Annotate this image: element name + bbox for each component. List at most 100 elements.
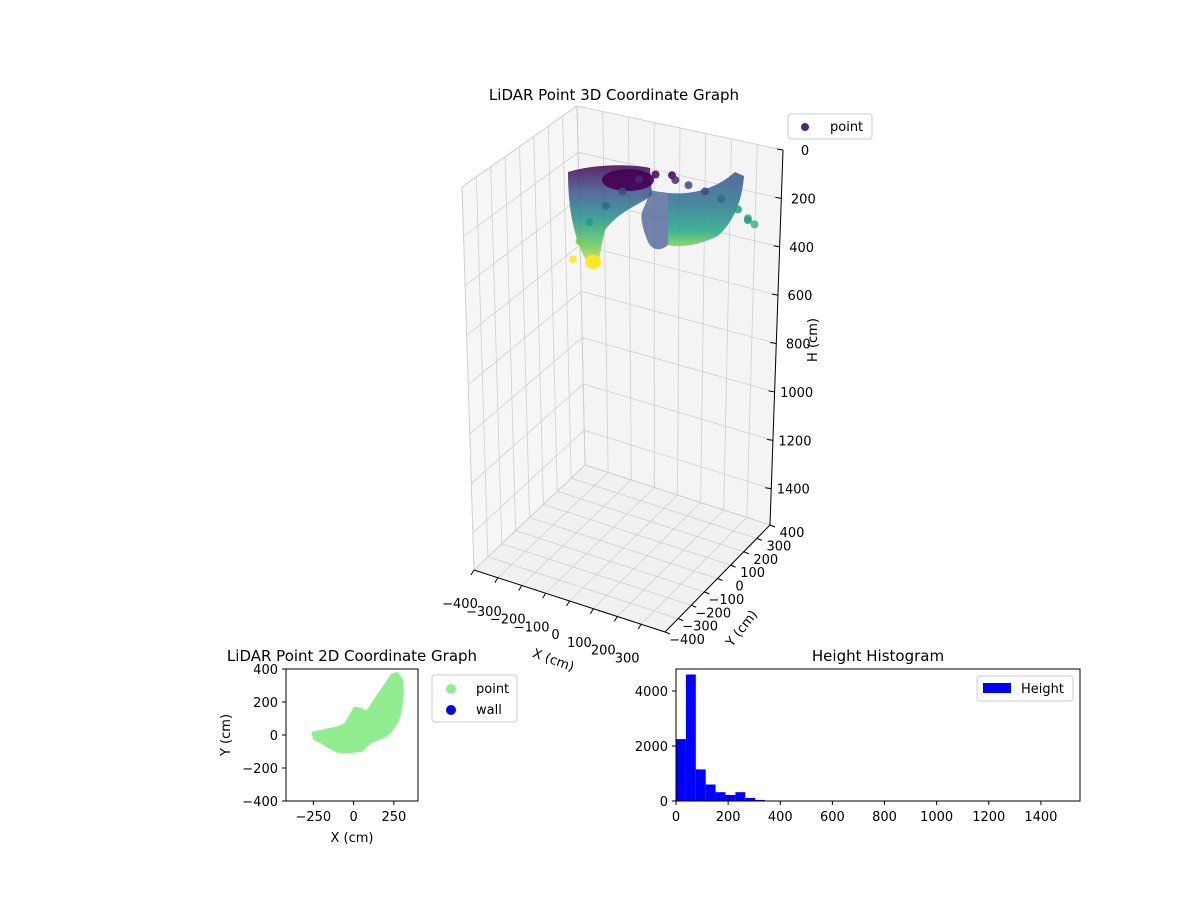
chart-3d-scatter-marks bbox=[569, 170, 759, 264]
histogram-legend-swatch bbox=[983, 683, 1011, 693]
grid-y-floor-line bbox=[543, 503, 731, 566]
histogram-legend: Height bbox=[976, 675, 1074, 702]
grid-x-back-line bbox=[746, 144, 758, 518]
grid-y-floor-line bbox=[487, 556, 679, 620]
chart-3d-zlabel: H (cm) bbox=[806, 318, 821, 362]
x-tick-mark bbox=[494, 577, 499, 584]
point-3d bbox=[684, 181, 693, 190]
y-tick-mark bbox=[769, 524, 776, 528]
grid-z-side-line bbox=[463, 152, 579, 237]
chart-2d-xlabel: X (cm) bbox=[331, 831, 374, 846]
grid-y-floor-line bbox=[515, 530, 705, 593]
grid-y-side-line bbox=[562, 116, 572, 479]
grid-y-floor-line bbox=[557, 490, 744, 553]
y-tick-label: 200 bbox=[253, 696, 278, 711]
histogram-legend-frame bbox=[976, 675, 1074, 702]
grid-y-side-line bbox=[519, 146, 530, 518]
y-tick-mark bbox=[664, 631, 671, 635]
y-tick-label: 0 bbox=[660, 795, 668, 810]
grid-y-side-line bbox=[533, 136, 544, 505]
grid-z-back-line bbox=[584, 429, 772, 490]
y-tick-label: 100 bbox=[740, 566, 765, 581]
y-tick-mark bbox=[704, 591, 710, 595]
y-tick-label: −400 bbox=[242, 795, 278, 810]
y-tick-label: −400 bbox=[669, 633, 705, 648]
chart-2d-ticks: −250 0 250 −400 −200 0 200 400 bbox=[242, 663, 406, 825]
y-tick-label: 0 bbox=[270, 729, 278, 744]
z-tick-label: 200 bbox=[791, 192, 816, 207]
histogram-legend-label: Height bbox=[1021, 682, 1064, 697]
chart-2d-legend: point wall bbox=[431, 674, 518, 723]
point-3d bbox=[651, 170, 660, 179]
chart-2d-legend-marker-wall bbox=[446, 705, 456, 715]
histogram-bar bbox=[685, 674, 696, 801]
chart-3d: LiDAR Point 3D Coordinate Graph −400−300… bbox=[442, 86, 873, 675]
x-tick-mark bbox=[589, 608, 594, 615]
x-tick-mark bbox=[518, 585, 523, 591]
chart-2d-legend-marker-point bbox=[446, 684, 456, 694]
point-cloud-2d bbox=[311, 672, 404, 754]
y-tick-mark bbox=[756, 537, 763, 541]
x-tick-label: 1000 bbox=[920, 810, 953, 825]
histogram-bar bbox=[735, 792, 746, 801]
point-3d bbox=[750, 220, 759, 229]
y-tick-mark bbox=[743, 551, 749, 555]
grid-z-side-line bbox=[461, 105, 578, 188]
x-tick-label: 0 bbox=[349, 810, 357, 825]
grid-z-side-line bbox=[464, 198, 580, 287]
x-tick-label: 400 bbox=[768, 810, 793, 825]
point-3d bbox=[602, 201, 610, 210]
y-tick-label: 400 bbox=[780, 526, 805, 541]
point-3d bbox=[569, 255, 577, 264]
point-3d bbox=[717, 195, 726, 203]
grid-y-side-line bbox=[547, 126, 558, 492]
grid-y-side-line bbox=[490, 166, 503, 544]
y-tick-mark bbox=[677, 618, 684, 622]
x-tick-mark bbox=[613, 616, 618, 622]
x-tick-label: 100 bbox=[567, 636, 592, 651]
z-tick-label: 1000 bbox=[780, 386, 813, 401]
z-tick-mark bbox=[773, 245, 780, 248]
grid-y-side-line bbox=[576, 105, 586, 466]
y-tick-mark bbox=[717, 578, 723, 581]
chart-3d-title: LiDAR Point 3D Coordinate Graph bbox=[489, 86, 739, 104]
grid-y-floor-line bbox=[571, 477, 757, 539]
x-tick-label: 600 bbox=[820, 810, 845, 825]
grid-z-back-line bbox=[581, 290, 777, 344]
chart-3d-point-cloud bbox=[568, 165, 759, 270]
y-tick-label: 300 bbox=[766, 539, 791, 554]
chart-3d-legend-frame bbox=[787, 113, 873, 140]
x-tick-label: 200 bbox=[716, 810, 741, 825]
grid-y-floor-line bbox=[529, 517, 718, 579]
grid-x-back-line bbox=[677, 127, 681, 496]
grid-z-back-line bbox=[576, 105, 784, 151]
x-tick-mark bbox=[470, 569, 475, 576]
histogram-bar bbox=[725, 795, 736, 801]
x-tick-label: 0 bbox=[672, 810, 680, 825]
chart-2d-ylabel: Y (cm) bbox=[219, 714, 234, 757]
z-tick-mark bbox=[765, 487, 772, 490]
histogram-bar bbox=[695, 769, 706, 801]
z-tick-label: 600 bbox=[788, 289, 813, 304]
z-tick-label: 1400 bbox=[777, 483, 810, 498]
grid-z-side-line bbox=[472, 429, 585, 534]
point-3d bbox=[585, 218, 594, 227]
z-tick-label: 0 bbox=[801, 144, 809, 159]
chart-3d-legend-label: point bbox=[830, 120, 863, 135]
y-tick-label: 2000 bbox=[635, 740, 668, 755]
grid-z-side-line bbox=[467, 290, 582, 385]
point-3d bbox=[618, 187, 627, 196]
grid-y-side-line bbox=[475, 176, 489, 557]
y-tick-label: −300 bbox=[682, 620, 718, 635]
chart-2d-plot bbox=[311, 672, 404, 754]
x-tick-label: 800 bbox=[872, 810, 897, 825]
chart-3d-legend-marker bbox=[801, 123, 809, 131]
histogram-ticks: 0 200 400 600 800 1000 1200 1400 0 2000 4000 bbox=[635, 685, 1058, 825]
point-cloud-top-cluster bbox=[602, 169, 654, 191]
x-tick-label: −100 bbox=[514, 620, 550, 635]
grid-y-side-line bbox=[504, 156, 517, 531]
y-axis-line bbox=[664, 524, 771, 633]
point-3d bbox=[575, 237, 584, 246]
y-tick-label: −100 bbox=[709, 593, 745, 608]
